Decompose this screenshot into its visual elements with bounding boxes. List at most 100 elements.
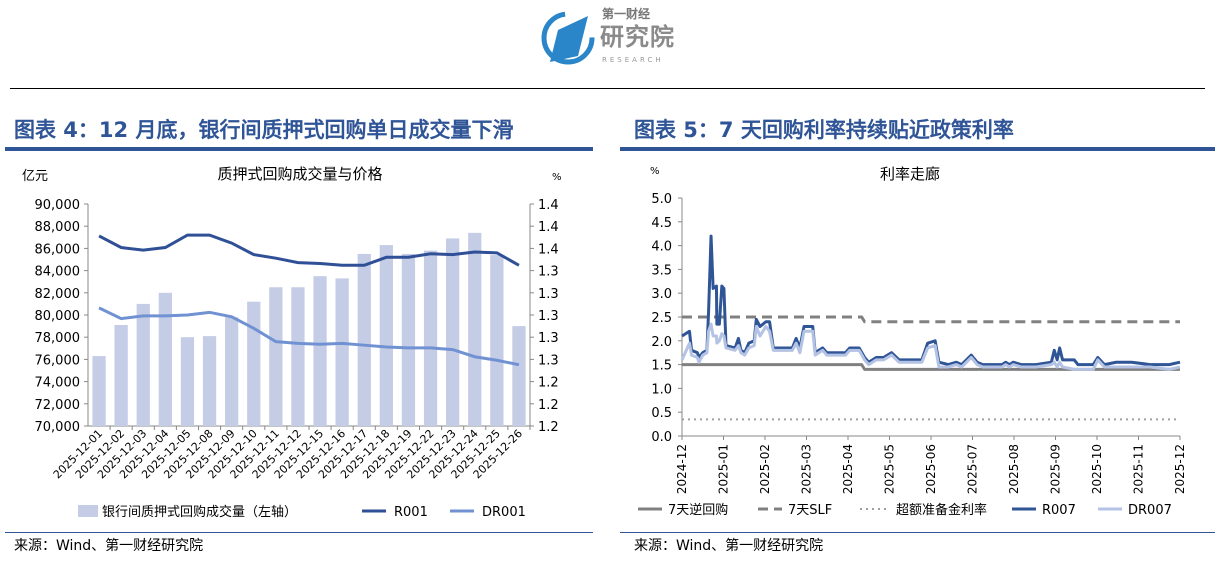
x-tick-label: 2025-02: [758, 444, 772, 494]
left-tick-label: 84,000: [35, 265, 81, 280]
r001-line: [98, 233, 520, 267]
right-tick-label: 1.3: [538, 331, 559, 346]
y-tick-label: 1.5: [651, 359, 672, 374]
x-tick-label: 2025-05: [883, 444, 897, 494]
x-tick-label: 2025-06: [924, 444, 938, 494]
volume-bar: [512, 326, 526, 426]
legend-dr001-label: DR001: [482, 505, 526, 520]
volume-bar: [136, 303, 150, 426]
y-tick-label: 4.0: [651, 240, 672, 255]
legend-label-dr007-line: DR007: [1128, 503, 1172, 518]
y-tick-label: 0.5: [651, 406, 672, 421]
left-tick-label: 88,000: [35, 220, 81, 235]
volume-bar: [291, 287, 305, 426]
volume-bar: [158, 292, 172, 426]
logo-emblem-icon: [541, 11, 595, 65]
figure4-source: 来源：Wind、第一财经研究院: [14, 538, 204, 554]
right-tick-label: 1.2: [538, 376, 559, 391]
x-tick-label: 2025-12: [1173, 444, 1187, 494]
figure4-title-underline: [5, 147, 593, 151]
x-tick-label: 2024-12: [675, 444, 689, 494]
volume-bar: [114, 324, 128, 426]
right-tick-label: 1.4: [538, 242, 559, 257]
y-tick-label: 3.0: [651, 287, 672, 302]
figure4-title: 图表 4：12 月底，银行间质押式回购单日成交量下滑: [14, 118, 514, 142]
right-tick-label: 1.3: [538, 265, 559, 280]
figure5-source: 来源：Wind、第一财经研究院: [634, 538, 824, 554]
x-tick-label: 2025-09: [1049, 444, 1063, 494]
volume-bar: [468, 232, 482, 426]
y-tick-label: 3.5: [651, 263, 672, 278]
left-tick-label: 78,000: [35, 331, 81, 346]
chart-title: 利率走廊: [880, 165, 940, 183]
legend-label-r007-line: R007: [1042, 503, 1076, 518]
slf-7d-line: [682, 315, 1180, 324]
right-axis-unit: %: [552, 172, 562, 183]
volume-bar: [423, 250, 438, 426]
left-tick-label: 82,000: [35, 287, 81, 302]
y-tick-label: 2.5: [651, 311, 672, 326]
x-tick-label: 2025-07: [966, 444, 980, 494]
volume-bar: [92, 356, 106, 426]
logo-line3: RESEARCH: [602, 56, 664, 64]
research-logo: 第一财经 研究院 RESEARCH: [540, 8, 690, 72]
y-axis-unit: %: [650, 166, 660, 177]
legend-volume-swatch: [78, 505, 98, 517]
legend-r001-label: R001: [394, 505, 428, 520]
left-tick-label: 86,000: [35, 242, 81, 257]
volume-bar: [446, 238, 460, 426]
left-tick-label: 76,000: [35, 353, 81, 368]
y-tick-label: 5.0: [651, 192, 672, 207]
x-tick-label: 2025-01: [717, 444, 731, 494]
volume-bar: [379, 245, 393, 426]
figure5-title-underline: [620, 147, 1215, 151]
legend-label-reverse-repo-7d-line: 7天逆回购: [668, 502, 728, 518]
header-divider: [10, 88, 1205, 89]
figure5-source-divider: [620, 532, 1215, 533]
logo-line2: 研究院: [600, 23, 675, 51]
right-tick-label: 1.3: [538, 287, 559, 302]
left-axis-unit: 亿元: [22, 169, 48, 184]
logo-line1: 第一财经: [602, 7, 651, 21]
left-tick-label: 74,000: [35, 376, 81, 391]
legend-volume-label: 银行间质押式回购成交量（左轴）: [102, 504, 297, 520]
right-tick-label: 1.2: [538, 420, 559, 435]
volume-bar: [269, 287, 283, 426]
volume-bar: [335, 278, 349, 426]
volume-bar: [313, 276, 327, 426]
left-tick-label: 80,000: [35, 309, 81, 324]
x-tick-label: 2025-08: [1007, 444, 1021, 494]
x-tick-label: 2025-10: [1090, 444, 1104, 494]
right-tick-label: 1.4: [538, 198, 559, 213]
reverse-repo-7d-line: [682, 363, 1180, 371]
dr007-line: [680, 322, 1181, 371]
right-tick-label: 1.4: [538, 220, 559, 235]
y-tick-label: 2.0: [651, 335, 672, 350]
legend-label-excess-reserve-rate-line: 超额准备金利率: [896, 502, 987, 518]
x-tick-label: 2025-03: [800, 444, 814, 494]
left-tick-label: 72,000: [35, 398, 81, 413]
figure5-title: 图表 5：7 天回购利率持续贴近政策利率: [634, 118, 1014, 142]
y-tick-label: 4.5: [651, 216, 672, 231]
chart-title: 质押式回购成交量与价格: [217, 165, 382, 183]
dr001-line: [98, 306, 520, 367]
x-tick-label: 2025-11: [1132, 444, 1146, 494]
volume-bar: [247, 301, 261, 426]
legend-label-slf-7d-line: 7天SLF: [788, 503, 832, 518]
volume-bar: [401, 253, 416, 426]
right-tick-label: 1.3: [538, 353, 559, 368]
x-tick-label: 2025-04: [841, 444, 855, 494]
r007-line: [681, 234, 1181, 367]
right-tick-label: 1.2: [538, 398, 559, 413]
volume-bar: [225, 317, 239, 426]
rate-corridor-chart: 利率走廊% 0.0 0.5 1.0 1.5 2.0 2.5 3.0 3.5 4.0 4.5 5.0 20…: [638, 165, 1187, 518]
volume-bar: [180, 337, 195, 426]
figure4-source-divider: [5, 532, 593, 533]
y-tick-label: 1.0: [651, 382, 672, 397]
volume-bar: [490, 255, 504, 426]
volume-bar: [202, 336, 217, 426]
y-tick-label: 0.0: [651, 430, 672, 445]
right-tick-label: 1.3: [538, 309, 559, 324]
volume-price-chart: 质押式回购成交量与价格 亿元 % 70,000 72,000 74,000 76,000 78…: [22, 165, 562, 520]
